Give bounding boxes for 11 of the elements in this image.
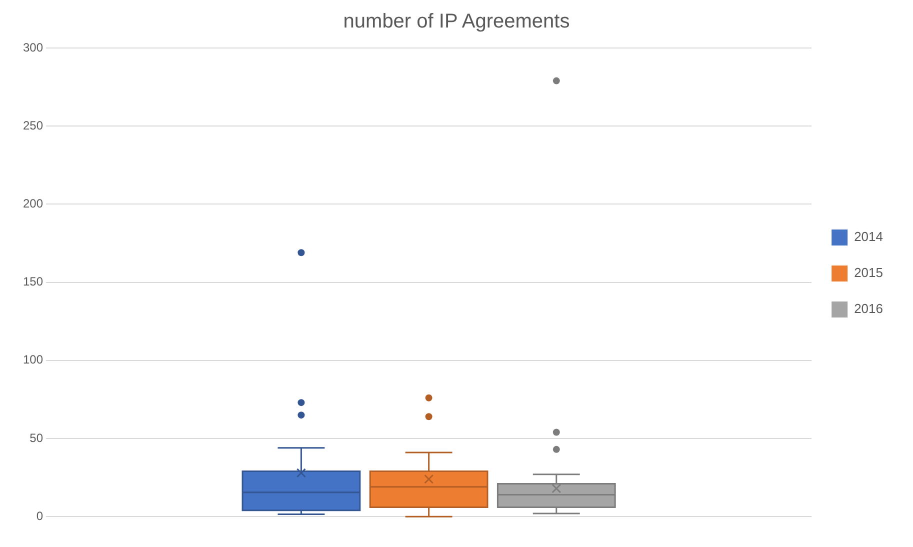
y-tick-label: 100 xyxy=(22,352,44,367)
y-tick-label: 50 xyxy=(30,430,44,445)
y-tick-label: 300 xyxy=(22,40,44,54)
legend-label: 2014 xyxy=(854,229,883,244)
chart-title: number of IP Agreements xyxy=(343,10,570,33)
y-tick-label: 200 xyxy=(22,196,44,211)
y-tick-label: 0 xyxy=(36,508,44,523)
legend-label: 2016 xyxy=(854,301,883,316)
legend-label: 2015 xyxy=(854,265,883,280)
y-tick-label: 250 xyxy=(22,118,44,132)
y-tick-label: 150 xyxy=(22,274,44,289)
